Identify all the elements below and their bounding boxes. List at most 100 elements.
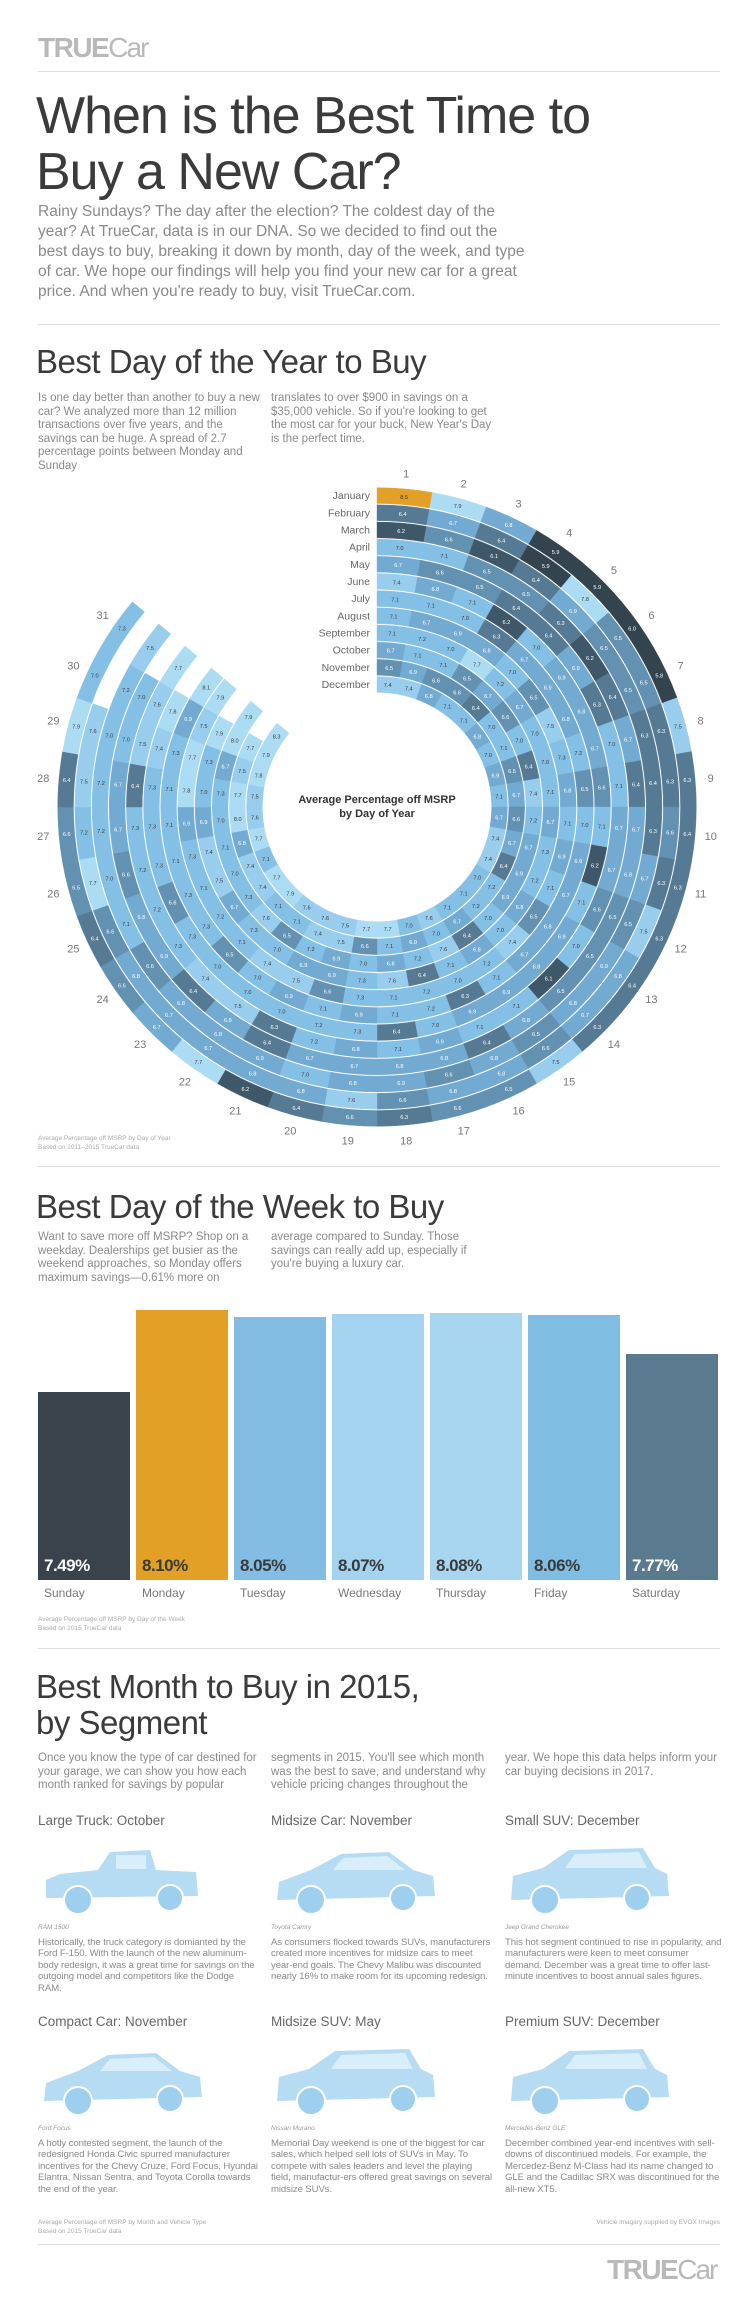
footer-truecar-logo[interactable]: TRUECar xyxy=(607,2254,718,2285)
cell-value-label: 6.8 xyxy=(578,710,586,716)
day-label-2: 2 xyxy=(461,478,467,490)
cell-value-label: 7.3 xyxy=(184,893,192,899)
cell-value-label: 6.6 xyxy=(512,817,520,823)
cell-value-label: 6.2 xyxy=(397,529,405,535)
suv-car-image xyxy=(277,2049,435,2116)
cell-value-label: 7.9 xyxy=(72,724,80,730)
cell-value-label: 7.1 xyxy=(388,632,396,638)
cell-value-label: 6.7 xyxy=(516,705,524,711)
day-label-26: 26 xyxy=(47,889,59,901)
cell-value-label: 6.7 xyxy=(581,1013,589,1019)
bar-category-label: Tuesday xyxy=(240,1586,286,1600)
cell-value-label: 6.3 xyxy=(593,702,601,708)
day-label-11: 11 xyxy=(695,889,706,901)
day-label-12: 12 xyxy=(674,944,686,956)
cell-value-label: 7.1 xyxy=(546,886,554,892)
cell-value-label: 6.7 xyxy=(394,563,402,569)
cell-value-label: 7.1 xyxy=(394,1047,402,1053)
cell-value-label: 6.5 xyxy=(476,585,484,591)
cell-value-label: 6.3 xyxy=(493,634,501,640)
truecar-logo[interactable]: TRUECar xyxy=(38,34,149,62)
cell-value-label: 6.4 xyxy=(500,864,508,870)
vehicle-caption: Jeep Grand Cherokee xyxy=(505,1924,569,1931)
cell-value-label: 7.4 xyxy=(263,962,271,968)
cell-value-label: 7.0 xyxy=(484,916,492,922)
cell-value-label: 7.2 xyxy=(307,947,315,953)
heatmap-cell-april-30 xyxy=(125,672,160,722)
cell-value-label: 6.9 xyxy=(409,940,417,946)
cell-value-label: 7.1 xyxy=(414,653,422,659)
cell-value-label: 6.4 xyxy=(263,1041,271,1047)
cell-value-label: 7.9 xyxy=(286,892,294,898)
footnote-line: Average Percentage off MSRP by Day of th… xyxy=(38,1616,185,1623)
suv-car-image xyxy=(511,2049,669,2116)
cell-value-label: 7.4 xyxy=(259,885,267,891)
month-label-september: September xyxy=(319,627,371,639)
cell-value-label: 7.2 xyxy=(496,682,504,688)
cell-value-label: 7.0 xyxy=(122,738,130,744)
day-label-20: 20 xyxy=(284,1126,296,1138)
day-label-16: 16 xyxy=(512,1106,524,1118)
cell-value-label: 7.0 xyxy=(217,819,225,825)
cell-value-label: 7.1 xyxy=(427,604,435,610)
cell-value-label: 7.1 xyxy=(447,963,455,969)
cell-value-label: 7.3 xyxy=(202,925,210,931)
cell-value-label: 7.4 xyxy=(529,791,537,797)
cell-value-label: 7.4 xyxy=(314,932,322,938)
bar-friday xyxy=(528,1315,620,1580)
cell-value-label: 7.2 xyxy=(310,1039,318,1045)
heatmap-cell-january-31 xyxy=(100,601,145,656)
cell-value-label: 7.0 xyxy=(301,1073,309,1079)
sedan-car-image xyxy=(44,2053,202,2116)
cell-value-label: 7.4 xyxy=(393,580,401,586)
heatmap-cell-august-31 xyxy=(204,678,237,716)
cell-value-label: 6.8 xyxy=(505,523,513,529)
cell-value-label: 6.8 xyxy=(624,872,632,878)
cell-value-label: 7.3 xyxy=(131,826,139,832)
cell-value-label: 7.9 xyxy=(245,715,253,721)
cell-value-label: 7.3 xyxy=(155,863,163,869)
cell-value-label: 6.2 xyxy=(591,863,599,869)
cell-value-label: 7.0 xyxy=(405,923,413,929)
cell-value-label: 6.8 xyxy=(224,1018,232,1024)
cell-value-label: 7.0 xyxy=(572,944,580,950)
cell-value-label: 6.8 xyxy=(569,1001,577,1007)
cell-value-label: 6.4 xyxy=(632,782,640,788)
cell-value-label: 6.3 xyxy=(461,994,469,1000)
cell-value-label: 6.5 xyxy=(463,676,471,682)
cell-value-label: 7.0 xyxy=(231,871,239,877)
day-label-4: 4 xyxy=(566,528,572,540)
cell-value-label: 7.0 xyxy=(581,823,589,829)
cell-value-label: 6.7 xyxy=(624,738,632,744)
cell-value-label: 7.4 xyxy=(405,687,413,693)
cell-value-label: 7.1 xyxy=(222,846,230,852)
cell-value-label: 7.2 xyxy=(483,962,491,968)
cell-value-label: 7.2 xyxy=(414,957,422,963)
cell-value-label: 6.9 xyxy=(468,1009,476,1015)
cell-value-label: 6.5 xyxy=(72,886,80,892)
cell-value-label: 6.7 xyxy=(114,828,122,834)
segment-description: December combined year-end incentives wi… xyxy=(505,2138,720,2195)
cell-value-label: 6.9 xyxy=(397,1081,405,1087)
heatmap-cell-june-30 xyxy=(157,689,189,733)
cell-value-label: 7.6 xyxy=(388,978,396,984)
cell-value-label: 6.6 xyxy=(146,964,154,970)
cell-value-label: 7.1 xyxy=(262,857,270,863)
logo-bold: TRUE xyxy=(607,2254,679,2285)
cell-value-label: 8.3 xyxy=(273,735,281,741)
intro-paragraph: Rainy Sundays? The day after the electio… xyxy=(38,203,525,300)
cell-value-label: 7.0 xyxy=(396,546,404,552)
cell-value-label: 7.6 xyxy=(347,1098,355,1104)
cell-value-label: 7.1 xyxy=(293,919,301,925)
cell-value-label: 6.4 xyxy=(63,778,71,784)
cell-value-label: 6.8 xyxy=(483,648,491,654)
segment-card: Compact Car: November Ford Focus A hotly… xyxy=(38,2014,260,2195)
cell-value-label: 6.5 xyxy=(624,922,632,928)
cell-value-label: 7.8 xyxy=(183,788,191,794)
day-label-5: 5 xyxy=(611,565,617,577)
cell-value-label: 7.2 xyxy=(418,637,426,643)
cell-value-label: 6.9 xyxy=(436,1039,444,1045)
cell-value-label: 6.3 xyxy=(657,881,665,887)
cell-value-label: 6.9 xyxy=(454,632,462,638)
day-label-21: 21 xyxy=(229,1106,241,1118)
